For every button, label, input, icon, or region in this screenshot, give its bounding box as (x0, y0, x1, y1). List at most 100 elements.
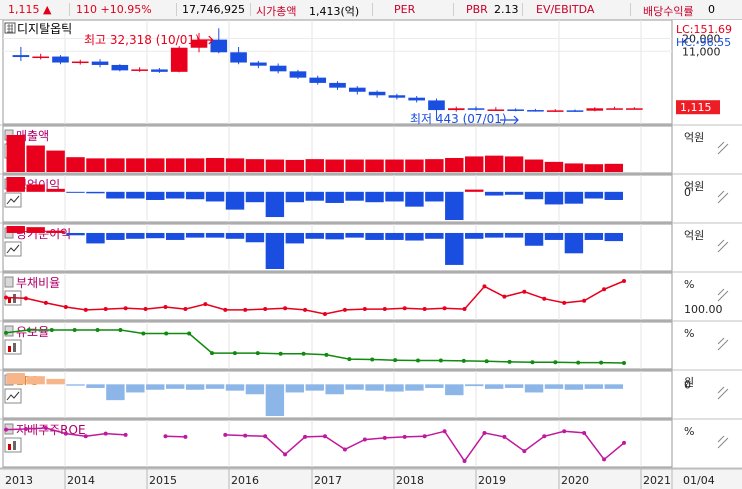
point-4-21 (422, 307, 427, 312)
candle-body (210, 39, 228, 53)
bar-1-19 (385, 159, 404, 172)
candle-body (527, 110, 544, 112)
market-cap-value: 1,413(억) (309, 5, 360, 18)
resize-grip-icon (717, 288, 729, 302)
x-axis-strip (0, 469, 742, 489)
unit-label-5: % (684, 327, 694, 340)
point-7-0 (4, 427, 8, 432)
indicator-icon-5[interactable] (4, 325, 22, 355)
candle-21 (428, 98, 445, 120)
grid-toggle-icon[interactable] (4, 22, 16, 34)
point-4-26 (522, 289, 527, 294)
resize-grip-icon (717, 190, 729, 204)
point-4-27 (542, 296, 547, 301)
candle-19 (388, 93, 406, 100)
point-4-24 (482, 284, 487, 289)
point-5-22 (507, 359, 512, 364)
bar-1-6 (126, 158, 145, 172)
line-chart-icon[interactable] (4, 388, 22, 404)
bar-2-9 (185, 191, 205, 200)
candle-3 (71, 59, 89, 65)
bar-3-25 (504, 232, 524, 238)
candle-body (507, 109, 524, 111)
bar-6-27 (544, 384, 564, 389)
bar-6-21 (425, 384, 444, 388)
high-annotation: 최고 32,318 (10/01) (84, 33, 200, 47)
bar-1-25 (504, 156, 524, 172)
candle-body (32, 56, 49, 59)
bar-1-24 (484, 155, 504, 172)
bar-glyph (8, 444, 11, 450)
bar-3-29 (584, 232, 604, 240)
line-series-5-seg0 (5, 329, 625, 364)
candle-body (111, 64, 129, 71)
bar-3-5 (106, 232, 125, 240)
bar-2-5 (106, 191, 125, 199)
ev-ebitda-label: EV/EBITDA (536, 3, 595, 16)
price-y-tick-1: 11,000 (682, 45, 721, 58)
point-7-9 (183, 434, 188, 439)
bar-glyph (13, 441, 16, 450)
point-5-20 (461, 358, 466, 363)
price-y-tick-0: 20,000 (682, 33, 721, 46)
bar-2-20 (405, 191, 424, 207)
bar-1-26 (524, 159, 544, 172)
point-5-13 (301, 351, 306, 356)
candle-body (12, 55, 30, 58)
candle-4 (91, 59, 109, 68)
current-price-box (676, 100, 720, 115)
candle-body (269, 65, 287, 72)
bar-1-7 (146, 158, 165, 172)
bar-1-2 (46, 150, 65, 172)
bar-1-14 (285, 159, 305, 172)
bar-2-14 (285, 191, 305, 203)
candle-body (428, 100, 445, 111)
candle-9 (190, 32, 208, 53)
point-7-17 (342, 447, 347, 452)
bar-6-14 (285, 384, 305, 393)
point-4-28 (562, 300, 567, 305)
bar-1-0 (6, 135, 25, 172)
point-5-26 (599, 360, 604, 365)
bar-3-22 (445, 232, 464, 265)
price-pane-title (4, 22, 16, 34)
bar-2-27 (544, 191, 564, 205)
point-7-4 (83, 434, 88, 439)
bar-2-15 (305, 191, 324, 201)
line-chart-icon[interactable] (4, 241, 22, 257)
low-arrow-icon (500, 115, 519, 125)
pane-handle[interactable] (4, 325, 14, 337)
dividend-yield-label: 배당수익률 (643, 5, 694, 18)
candle-body (546, 110, 564, 112)
bar-1-12 (245, 159, 265, 172)
pane-handle[interactable] (4, 276, 14, 288)
x-axis-label-2016: 2016 (231, 474, 259, 487)
bar-2-25 (504, 191, 524, 195)
candle-7 (151, 68, 168, 73)
bar-3-15 (305, 232, 324, 239)
point-4-2 (43, 300, 48, 305)
bar-3-1 (26, 227, 45, 233)
bar-glyph (8, 346, 11, 352)
x-axis-label-2021: 2021 (643, 474, 671, 487)
candle-body (131, 69, 148, 71)
point-5-21 (484, 359, 489, 364)
candle-body (250, 62, 267, 66)
bar-1-1 (26, 145, 45, 172)
candle-17 (348, 86, 366, 95)
bar-3-2 (46, 230, 65, 233)
bar-2-21 (425, 191, 444, 202)
financial-chart[interactable]: 2013 2014 2015 2016 2017 2018 2019 2020 2021 01/0… (0, 20, 742, 489)
x-axis-label-2015: 2015 (149, 474, 177, 487)
pane-frame-0 (2, 20, 673, 125)
bar-6-22 (445, 384, 464, 396)
point-5-15 (347, 357, 352, 362)
high-arrow-icon (198, 35, 214, 45)
x-axis-label-2014: 2014 (67, 474, 95, 487)
line-chart-icon[interactable] (4, 192, 22, 208)
bar-3-23 (465, 232, 484, 239)
bar-3-0 (6, 226, 25, 233)
point-7-16 (322, 434, 327, 439)
candle-11 (230, 46, 247, 65)
bar-1-13 (265, 159, 285, 172)
